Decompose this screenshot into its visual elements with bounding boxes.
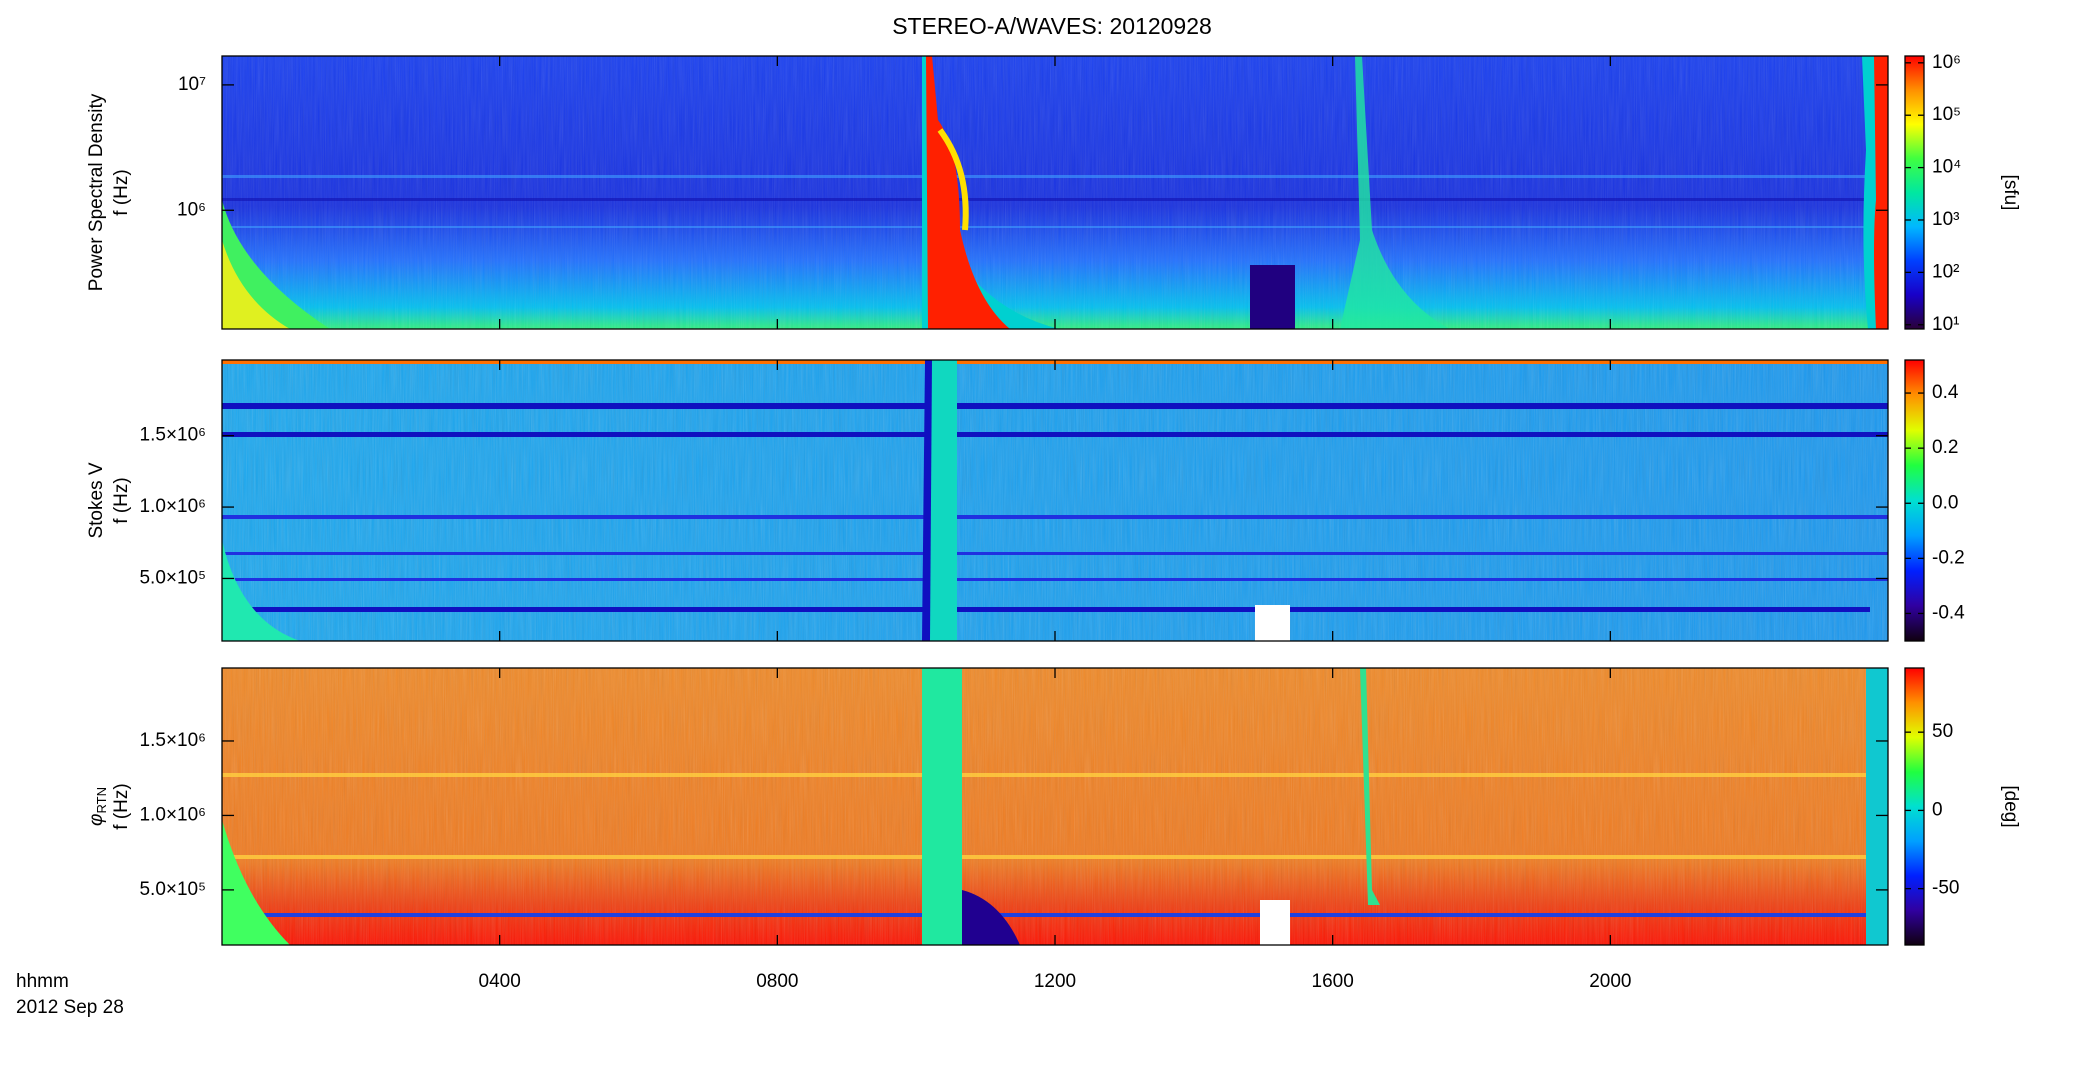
colorbar-tick-label: 10³ <box>1932 209 1959 230</box>
y-tick-label: 1.0×10⁶ <box>140 804 206 825</box>
colorbar-tick-label: 10⁴ <box>1932 157 1961 178</box>
spectrogram-image <box>222 56 1888 329</box>
colorbar-tick-label: 0.4 <box>1932 382 1959 403</box>
colorbar-tick-label: 10² <box>1932 261 1959 282</box>
colorbar <box>1905 668 1924 945</box>
x-tick-label: 2000 <box>1589 971 1631 992</box>
y-tick-label: 5.0×10⁵ <box>139 567 206 588</box>
y-axis-title: Stokes V <box>86 462 107 538</box>
x-tick-label: 1200 <box>1034 971 1076 992</box>
y-tick-label: 1.5×10⁶ <box>140 425 206 446</box>
y-tick-label: 1.5×10⁶ <box>140 730 206 751</box>
x-tick-label: 0400 <box>479 971 521 992</box>
colorbar-frame <box>1904 359 1925 642</box>
colorbar-tick-label: 50 <box>1932 721 1953 742</box>
colorbar-tick-label: -0.4 <box>1932 602 1965 623</box>
y-axis-label: f (Hz) <box>111 169 132 215</box>
x-tick-label: 1600 <box>1312 971 1354 992</box>
colorbar-tick-label: 10¹ <box>1932 314 1959 335</box>
y-axis-title: φRTN <box>86 787 109 826</box>
y-axis-title: Power Spectral Density <box>86 93 107 291</box>
y-tick-label: 5.0×10⁵ <box>139 879 206 900</box>
colorbar-tick-label: 0.2 <box>1932 437 1958 458</box>
y-tick-label: 10⁷ <box>178 74 206 95</box>
x-axis-date: 2012 Sep 28 <box>16 997 124 1018</box>
y-axis-title-text: Stokes V <box>86 462 107 538</box>
colorbar-tick-label: 10⁵ <box>1932 104 1961 125</box>
colorbar-label: [sfu] <box>2000 175 2021 211</box>
colorbar-tick-label: 0 <box>1932 799 1943 820</box>
colorbar-label: [deg] <box>2000 785 2021 827</box>
y-axis-label: f (Hz) <box>111 783 132 829</box>
spectrogram-image <box>222 360 1888 641</box>
x-tick-label: 0800 <box>756 971 798 992</box>
colorbar-tick-label: -50 <box>1932 878 1959 899</box>
colorbar <box>1905 56 1924 329</box>
colorbar-tick-label: 10⁶ <box>1932 52 1961 73</box>
colorbar-frame <box>1904 667 1925 946</box>
colorbar <box>1905 360 1924 641</box>
y-axis-title-text: Power Spectral Density <box>86 93 107 291</box>
y-axis-title-text: φ <box>86 814 107 826</box>
y-axis-title-subscript: RTN <box>94 787 109 813</box>
colorbar-tick-label: 0.0 <box>1932 492 1958 513</box>
y-tick-label: 10⁶ <box>177 199 206 220</box>
chart-title: STEREO-A/WAVES: 20120928 <box>892 13 1212 39</box>
colorbar-frame <box>1904 55 1925 330</box>
x-axis-label: hhmm <box>16 971 69 992</box>
colorbar-tick-label: -0.2 <box>1932 547 1965 568</box>
spectrogram-image <box>222 668 1888 945</box>
y-tick-label: 1.0×10⁶ <box>140 496 206 517</box>
y-axis-label: f (Hz) <box>111 477 132 523</box>
